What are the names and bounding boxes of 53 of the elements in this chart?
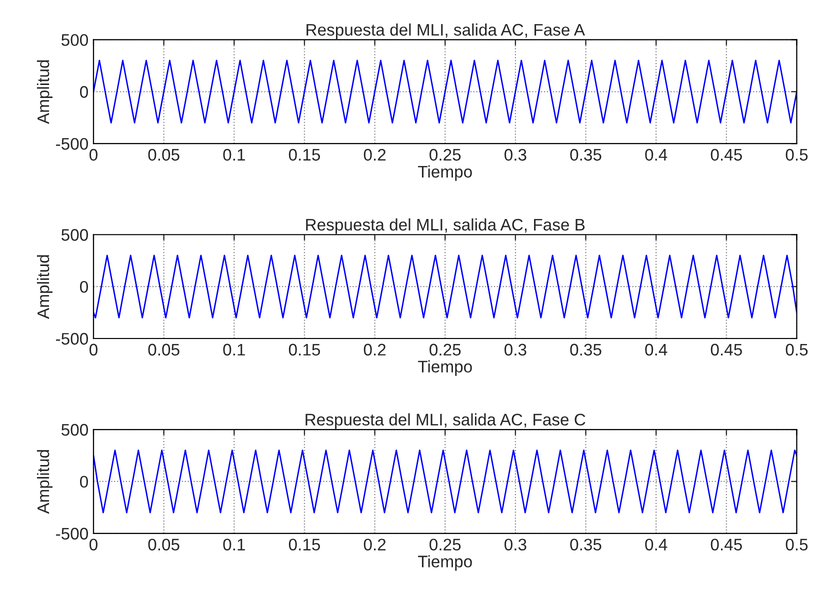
x-tick-label: 0.45 [710,538,742,551]
x-tick-label: 0.05 [148,538,180,551]
y-axis-title: Amplitud [36,60,52,124]
x-tick-label: 0.45 [710,148,742,161]
y-tick-label: 0 [80,86,88,98]
x-tick-label: 0.3 [504,538,526,551]
x-tick-label: 0.5 [786,148,808,161]
x-axis-title: Tiempo [418,165,472,181]
x-tick-label: 0.35 [570,148,602,161]
x-tick-label: 0.1 [223,538,245,551]
x-tick-label: 0.1 [223,344,245,356]
y-axis-title: Amplitud [36,450,52,514]
x-tick-label: 0.2 [364,344,386,356]
x-tick-label: 0.35 [570,344,602,356]
line-series [93,254,797,318]
x-tick-label: 0.25 [430,148,461,161]
chart-title: Respuesta del MLI, salida AC, Fase C [306,413,586,429]
x-tick-label: 0.05 [148,344,180,356]
x-tick-label: 0.25 [430,344,461,356]
x-tick-label: 0.5 [786,538,808,551]
x-tick-label: 0.5 [786,344,808,356]
y-tick-label: 0 [80,476,88,488]
x-tick-label: 0 [90,344,98,356]
x-tick-label: 0.4 [645,148,668,161]
y-tick-label: 500 [61,34,88,46]
x-tick-label: 0.4 [645,344,668,356]
x-tick-label: 0 [90,538,98,551]
x-tick-label: 0.2 [364,538,386,551]
x-tick-label: 0.2 [364,148,386,161]
y-tick-label: -500 [56,138,88,150]
x-tick-label: 0 [90,148,98,161]
x-tick-label: 0.4 [645,538,668,551]
x-axis-title: Tiempo [418,555,472,571]
chart-title: Respuesta del MLI, salida AC, Fase B [306,218,585,234]
y-axis-title: Amplitud [36,255,52,319]
x-tick-label: 0.25 [430,538,461,551]
x-tick-label: 0.1 [223,148,245,161]
y-tick-label: 500 [61,229,88,241]
x-tick-label: 0.15 [288,148,320,161]
line-series [93,450,797,514]
y-tick-label: 0 [80,280,88,293]
x-tick-label: 0.3 [504,344,526,356]
x-tick-label: 0.3 [504,148,526,161]
x-tick-label: 0.35 [570,538,602,551]
y-tick-label: -500 [56,332,88,345]
x-tick-label: 0.45 [710,344,742,356]
x-tick-label: 0.15 [288,538,320,551]
chart-title: Respuesta del MLI, salida AC, Fase A [306,23,585,40]
y-tick-label: -500 [56,528,88,540]
x-tick-label: 0.05 [148,148,180,161]
x-tick-label: 0.15 [288,344,320,356]
y-tick-label: 500 [61,424,88,436]
x-axis-title: Tiempo [418,360,472,376]
